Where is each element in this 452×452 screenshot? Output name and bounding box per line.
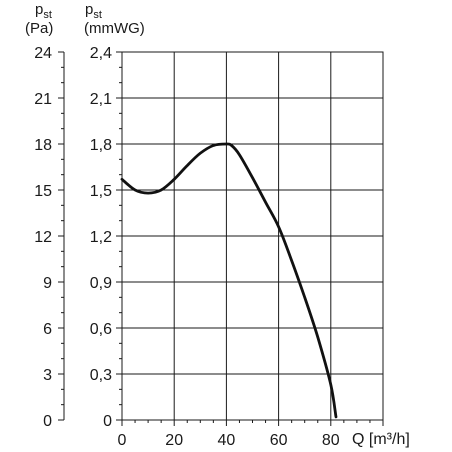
outer-axis-title-sub: st bbox=[43, 9, 52, 21]
outer-y-tick-label: 9 bbox=[43, 275, 52, 292]
x-tick-label: 80 bbox=[322, 432, 340, 449]
inner-axis-title-main: p bbox=[85, 1, 93, 18]
x-tick-label: 20 bbox=[165, 432, 183, 449]
tick-labels: 0 0,3 0,6 0,9 1,2 1,5 1,8 2,1 2,4 0 3 6 9 12 15 18 21 24 0… bbox=[34, 45, 340, 449]
curve-group bbox=[120, 142, 338, 419]
x-axis-title: Q [m³/h] bbox=[352, 431, 410, 448]
outer-axis-title-main: p bbox=[35, 1, 43, 18]
inner-y-tick-label: 1,5 bbox=[90, 183, 112, 200]
outer-y-tick-label: 12 bbox=[34, 229, 52, 246]
x-tick-label: 0 bbox=[118, 432, 127, 449]
inner-y-tick-label: 0,6 bbox=[90, 321, 112, 338]
outer-y-tick-label: 24 bbox=[34, 45, 52, 62]
outer-y-tick-label: 3 bbox=[43, 367, 52, 384]
outer-y-tick-label: 6 bbox=[43, 321, 52, 338]
inner-axis-title-sub: st bbox=[93, 9, 102, 21]
inner-axis-title: pst bbox=[85, 1, 102, 21]
outer-y-tick-label: 0 bbox=[43, 413, 52, 430]
outer-y-tick-label: 18 bbox=[34, 137, 52, 154]
inner-axis-unit: (mmWG) bbox=[84, 20, 145, 37]
inner-y-tick-label: 0,9 bbox=[90, 275, 112, 292]
outer-axis-title: pst bbox=[35, 1, 52, 21]
inner-y-tick-label: 0 bbox=[103, 413, 112, 430]
inner-y-tick-label: 2,4 bbox=[90, 45, 112, 62]
pressure-curve-0 bbox=[120, 142, 338, 419]
x-tick-label: 40 bbox=[218, 432, 236, 449]
inner-y-tick-label: 1,2 bbox=[90, 229, 112, 246]
grid bbox=[122, 52, 383, 420]
inner-y-tick-label: 2,1 bbox=[90, 91, 112, 108]
inner-y-tick-label: 0,3 bbox=[90, 367, 112, 384]
axis-ticks bbox=[58, 51, 384, 426]
outer-y-tick-label: 15 bbox=[34, 183, 52, 200]
outer-axis-unit: (Pa) bbox=[25, 20, 53, 37]
x-tick-label: 60 bbox=[270, 432, 288, 449]
outer-y-tick-label: 21 bbox=[34, 91, 52, 108]
inner-y-tick-label: 1,8 bbox=[90, 137, 112, 154]
